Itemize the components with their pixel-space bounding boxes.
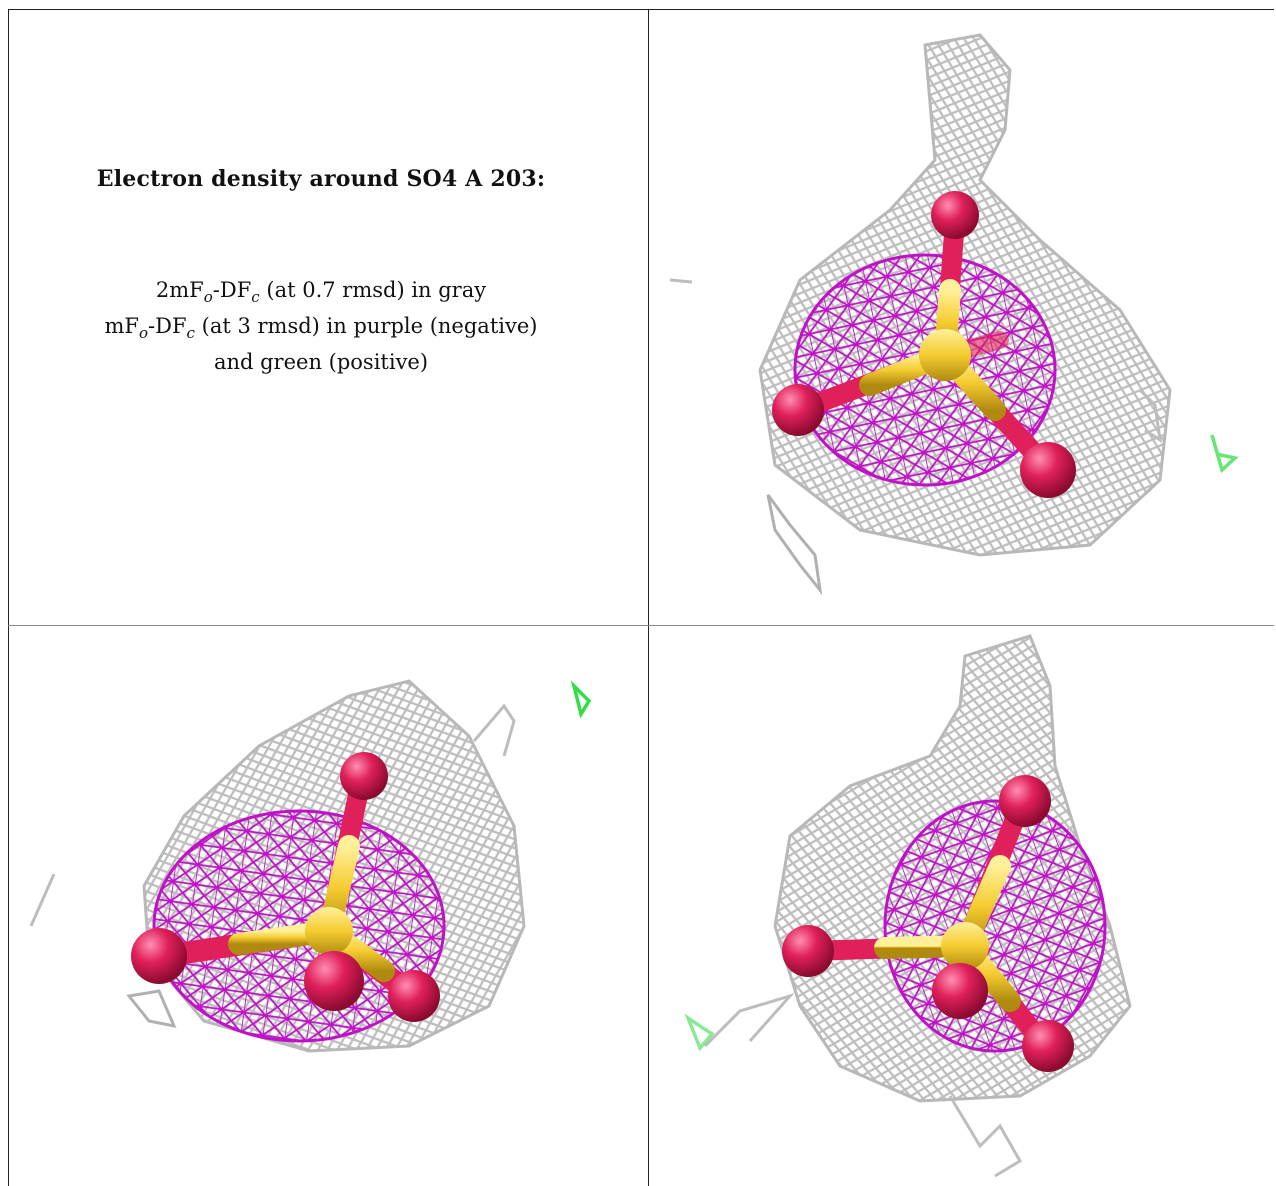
density-render-bottom-right <box>684 634 1132 1178</box>
oxygen-atom <box>304 951 364 1011</box>
oxygen-atom <box>931 191 979 239</box>
green-positive-density <box>684 1013 715 1052</box>
caption-line-2: mFo-DFc (at 3 rmsd) in purple (negative) <box>104 314 538 343</box>
density-render-top-right <box>669 33 1239 596</box>
view-top-right <box>650 10 1276 624</box>
oxygen-atom <box>772 384 824 436</box>
view-bottom-right <box>650 626 1276 1186</box>
caption-cell: Electron density around SO4 A 203: 2mFo-… <box>10 150 632 377</box>
oxygen-atom <box>932 963 988 1019</box>
sulfate-molecule <box>782 775 1074 1072</box>
oxygen-atom <box>1020 442 1076 498</box>
caption-line-3: and green (positive) <box>213 350 429 375</box>
caption-title: Electron density around SO4 A 203: <box>96 166 546 192</box>
view-bottom-left <box>9 626 648 1186</box>
grid-rule-top <box>8 9 1274 10</box>
green-positive-density <box>1210 434 1239 474</box>
grid-rule-left <box>8 9 9 1186</box>
oxygen-atom <box>782 925 834 977</box>
oxygen-atom <box>340 752 388 800</box>
sulfate-molecule <box>772 191 1076 498</box>
grid-rule-middle-v <box>648 9 649 1186</box>
green-positive-density <box>570 680 592 719</box>
grid-rule-middle-h <box>8 625 1274 626</box>
oxygen-atom <box>388 970 440 1022</box>
oxygen-atom <box>999 775 1051 827</box>
oxygen-atom <box>1022 1020 1074 1072</box>
purple-negative-density <box>883 799 1107 1053</box>
oxygen-atom <box>131 928 187 984</box>
density-render-bottom-left <box>29 679 592 1053</box>
caption-line-1: 2mFo-DFc (at 0.7 rmsd) in gray <box>155 278 487 307</box>
sulfate-molecule <box>131 752 440 1022</box>
